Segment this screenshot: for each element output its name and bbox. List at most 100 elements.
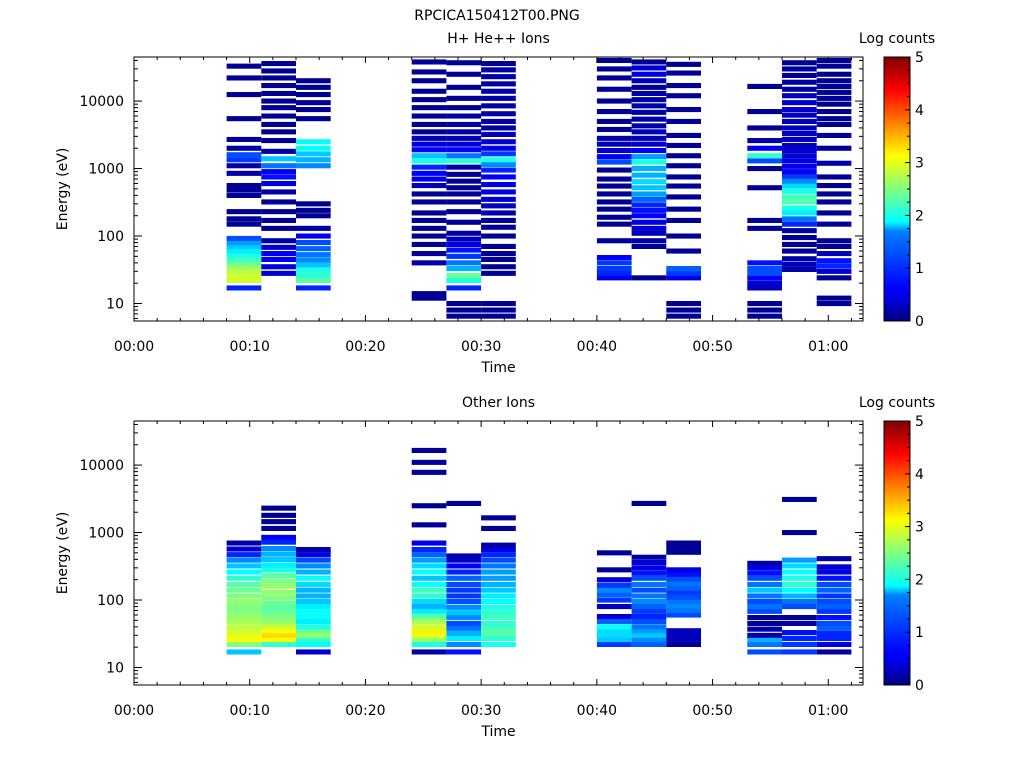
heatmap-cell bbox=[666, 107, 701, 113]
heatmap-cell bbox=[226, 587, 262, 593]
heatmap-cell bbox=[296, 257, 331, 263]
heatmap-cell bbox=[666, 628, 701, 634]
x-tick-label: 00:00 bbox=[114, 339, 154, 355]
heatmap-cell bbox=[782, 125, 817, 131]
heatmap-cell bbox=[481, 217, 516, 223]
heatmap-cell bbox=[226, 63, 262, 69]
heatmap-cell bbox=[411, 575, 447, 581]
heatmap-cell bbox=[296, 78, 331, 84]
heatmap-cell bbox=[596, 628, 632, 634]
heatmap-cell bbox=[631, 599, 667, 605]
heatmap-cell bbox=[631, 570, 667, 576]
heatmap-cell bbox=[596, 266, 632, 272]
heatmap-cell bbox=[226, 614, 262, 620]
heatmap-cell bbox=[296, 628, 331, 634]
heatmap-cell bbox=[296, 277, 331, 283]
heatmap-cell bbox=[596, 221, 632, 227]
heatmap-cell bbox=[296, 100, 331, 106]
heatmap-cell bbox=[816, 258, 852, 264]
heatmap-cell bbox=[481, 161, 516, 167]
heatmap-cell bbox=[747, 285, 782, 291]
heatmap-cell bbox=[596, 135, 632, 141]
heatmap-cell bbox=[596, 637, 632, 643]
heatmap-cell bbox=[596, 597, 632, 603]
heatmap-cell bbox=[747, 570, 782, 576]
heatmap-cell bbox=[816, 89, 852, 95]
heatmap-cell bbox=[411, 628, 447, 634]
heatmap-cell bbox=[782, 221, 817, 227]
heatmap-cell bbox=[411, 447, 447, 453]
heatmap-cell bbox=[481, 630, 516, 636]
heatmap-cell bbox=[296, 632, 331, 638]
heatmap-cell bbox=[481, 196, 516, 202]
heatmap-cell bbox=[816, 78, 852, 84]
x-tick-label: 00:30 bbox=[461, 703, 501, 719]
heatmap-cell bbox=[631, 628, 667, 634]
heatmap-cell bbox=[782, 142, 817, 148]
heatmap-cell bbox=[481, 264, 516, 270]
heatmap-cell bbox=[261, 551, 296, 557]
heatmap-cell bbox=[747, 313, 782, 319]
heatmap-cell bbox=[261, 264, 296, 270]
heatmap-cell bbox=[226, 593, 262, 599]
heatmap-cell bbox=[261, 578, 296, 584]
heatmap-cell bbox=[261, 148, 296, 154]
heatmap-cell bbox=[747, 266, 782, 272]
heatmap-cell bbox=[226, 256, 262, 262]
heatmap-cell bbox=[631, 581, 667, 587]
colorbar-tick-label: 5 bbox=[915, 414, 924, 430]
heatmap-cell bbox=[631, 71, 667, 77]
heatmap-cell bbox=[666, 632, 701, 638]
heatmap-cell bbox=[596, 148, 632, 154]
colorbar-label: Log counts bbox=[859, 31, 935, 47]
heatmap-cell bbox=[411, 88, 447, 94]
heatmap-cell bbox=[631, 225, 667, 231]
heatmap-cell bbox=[261, 600, 296, 606]
heatmap-cell bbox=[782, 241, 817, 247]
heatmap-cell bbox=[296, 139, 331, 145]
heatmap-cell bbox=[816, 101, 852, 107]
heatmap-cell bbox=[631, 593, 667, 599]
heatmap-cell bbox=[747, 608, 782, 614]
heatmap-cell bbox=[481, 61, 516, 67]
heatmap-cell bbox=[747, 581, 782, 587]
heatmap-cell bbox=[666, 163, 701, 169]
colorbar-tick-label: 1 bbox=[915, 625, 924, 641]
heatmap-cell bbox=[296, 151, 331, 157]
heatmap-cell bbox=[261, 156, 296, 162]
heatmap-cell bbox=[666, 61, 701, 67]
heatmap-cell bbox=[747, 185, 782, 191]
heatmap-cell bbox=[261, 595, 296, 601]
heatmap-cell bbox=[816, 199, 852, 205]
heatmap-cell bbox=[446, 649, 482, 655]
heatmap-cell bbox=[782, 66, 817, 72]
y-tick-label: 10000 bbox=[79, 94, 124, 110]
heatmap-cell bbox=[631, 243, 667, 249]
heatmap-cell bbox=[411, 649, 447, 655]
heatmap-cell bbox=[747, 560, 782, 566]
panel-1 bbox=[226, 57, 852, 319]
heatmap-cell bbox=[226, 264, 262, 270]
heatmap-cell bbox=[666, 266, 701, 272]
heatmap-cell bbox=[631, 207, 667, 213]
heatmap-cell bbox=[747, 565, 782, 571]
heatmap-cell bbox=[747, 166, 782, 172]
heatmap-cell bbox=[226, 575, 262, 581]
heatmap-cell bbox=[411, 59, 447, 65]
heatmap-cell bbox=[666, 248, 701, 254]
heatmap-cell bbox=[666, 581, 701, 587]
heatmap-cell bbox=[816, 581, 852, 587]
heatmap-cell bbox=[596, 275, 632, 281]
heatmap-cell bbox=[411, 105, 447, 111]
heatmap-cell bbox=[446, 113, 482, 119]
heatmap-cell bbox=[411, 469, 447, 475]
heatmap-cell bbox=[411, 540, 447, 546]
heatmap-cell bbox=[481, 593, 516, 599]
heatmap-cell bbox=[782, 169, 817, 175]
x-tick-label: 00:10 bbox=[230, 703, 270, 719]
heatmap-cell bbox=[261, 61, 296, 67]
heatmap-cell bbox=[816, 635, 852, 641]
colorbar-tick-label: 4 bbox=[915, 103, 924, 119]
heatmap-cell bbox=[631, 219, 667, 225]
heatmap-cell bbox=[481, 125, 516, 131]
